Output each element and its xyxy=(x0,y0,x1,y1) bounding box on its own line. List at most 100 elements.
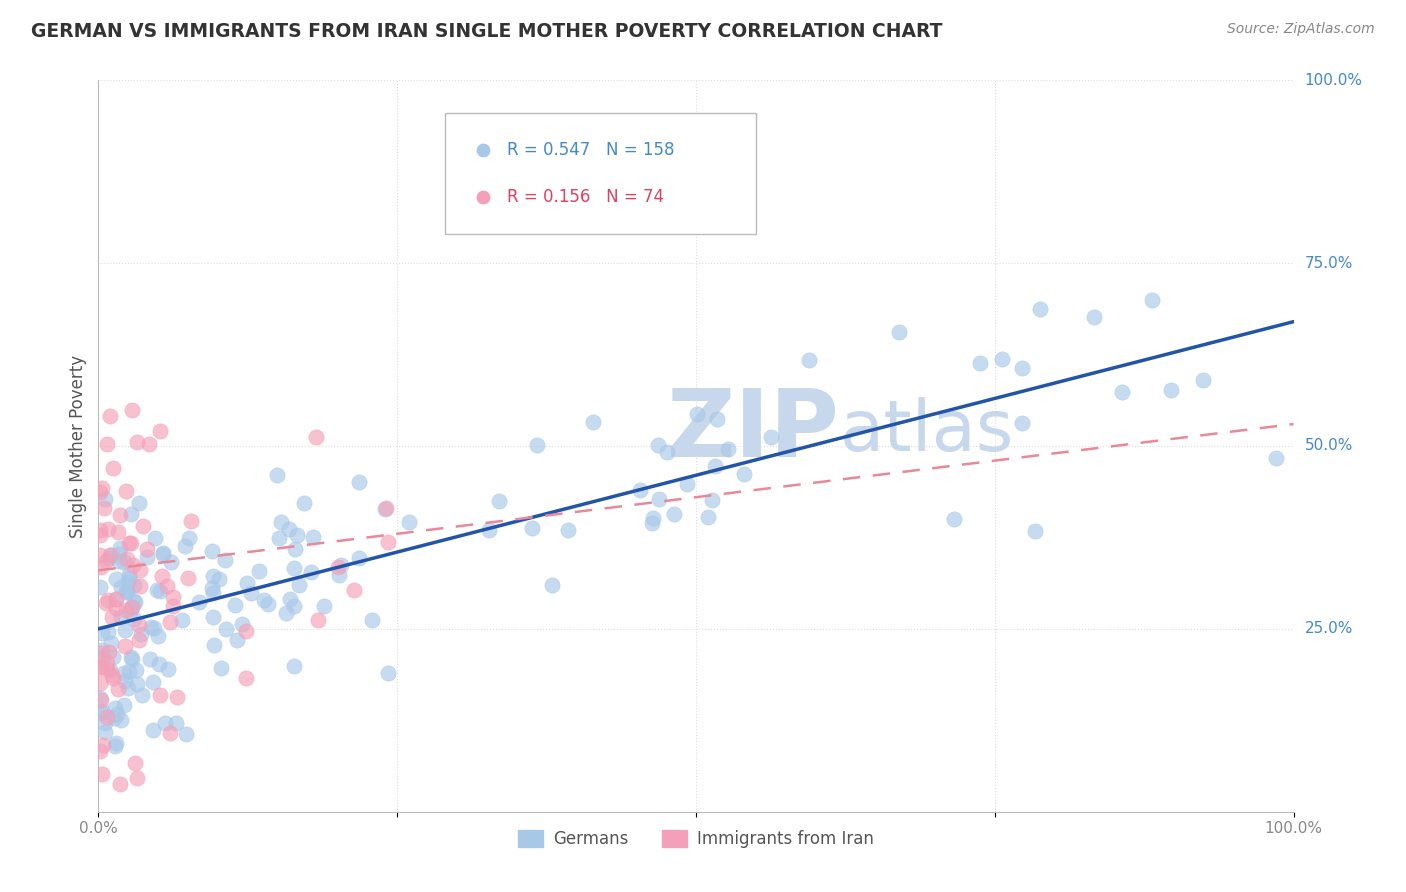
Point xyxy=(557,523,579,537)
Point xyxy=(128,633,150,648)
Point xyxy=(100,635,122,649)
Point xyxy=(107,553,129,567)
Point xyxy=(96,437,118,451)
Point xyxy=(180,514,202,528)
Point xyxy=(117,574,139,589)
Point xyxy=(201,581,224,595)
Point xyxy=(120,536,142,550)
Point xyxy=(235,624,257,639)
Point xyxy=(326,560,349,574)
Point xyxy=(96,662,118,676)
Point xyxy=(108,547,131,561)
Point xyxy=(143,621,166,635)
Point xyxy=(121,600,143,615)
Point xyxy=(478,523,501,537)
Point xyxy=(647,438,669,452)
Point xyxy=(149,583,172,598)
Point xyxy=(990,352,1012,367)
Point xyxy=(628,483,651,498)
Point xyxy=(110,580,132,594)
Point xyxy=(643,511,665,525)
Point xyxy=(283,541,305,556)
Point xyxy=(121,600,143,615)
Y-axis label: Single Mother Poverty: Single Mother Poverty xyxy=(69,354,87,538)
Point xyxy=(361,614,384,628)
Point xyxy=(215,622,238,636)
Point xyxy=(1192,373,1215,387)
Point xyxy=(696,510,718,524)
Point xyxy=(101,671,124,685)
Point xyxy=(647,492,669,507)
Point xyxy=(702,493,724,508)
Point xyxy=(121,558,143,572)
Point xyxy=(347,475,370,489)
Point xyxy=(105,601,128,615)
Point xyxy=(114,483,136,498)
Point xyxy=(142,723,165,737)
Point xyxy=(100,548,122,562)
Point xyxy=(94,715,117,730)
Point xyxy=(105,706,128,721)
Point xyxy=(307,613,329,627)
Point xyxy=(117,681,139,695)
Point xyxy=(117,571,139,585)
Point xyxy=(89,691,111,706)
Point xyxy=(733,467,755,482)
Point xyxy=(202,638,225,652)
Point xyxy=(96,554,118,568)
Point xyxy=(135,542,157,557)
Point xyxy=(640,516,662,531)
Point xyxy=(152,569,174,583)
Point xyxy=(165,715,187,730)
Point xyxy=(285,528,308,542)
Point xyxy=(118,536,141,550)
Point xyxy=(488,494,510,508)
Point xyxy=(91,625,114,640)
Point xyxy=(125,771,148,785)
Point xyxy=(89,528,111,542)
Point xyxy=(122,578,145,592)
Point xyxy=(170,613,193,627)
Point xyxy=(887,326,910,340)
FancyBboxPatch shape xyxy=(446,113,756,234)
Point xyxy=(132,519,155,533)
Point xyxy=(91,767,114,781)
Point xyxy=(89,484,111,499)
Point xyxy=(146,629,169,643)
Point xyxy=(122,612,145,626)
Point xyxy=(152,547,174,561)
Point xyxy=(314,599,336,614)
Point xyxy=(121,651,143,665)
Point xyxy=(101,668,124,682)
Point xyxy=(97,625,120,640)
Point xyxy=(89,743,111,757)
Point xyxy=(98,551,121,566)
Point xyxy=(135,549,157,564)
Point xyxy=(138,652,160,666)
Point xyxy=(129,563,152,577)
Point xyxy=(125,434,148,449)
Text: 75.0%: 75.0% xyxy=(1305,256,1353,270)
Point xyxy=(305,430,328,444)
Point xyxy=(90,706,112,721)
Point xyxy=(124,756,146,770)
Text: GERMAN VS IMMIGRANTS FROM IRAN SINGLE MOTHER POVERTY CORRELATION CHART: GERMAN VS IMMIGRANTS FROM IRAN SINGLE MO… xyxy=(31,22,942,41)
Point xyxy=(267,531,290,545)
Point xyxy=(120,650,142,665)
Point xyxy=(662,507,685,521)
Point xyxy=(377,665,399,680)
Point xyxy=(797,352,820,367)
Point xyxy=(131,688,153,702)
Point xyxy=(91,650,114,665)
Point xyxy=(969,356,991,370)
Point xyxy=(120,605,142,619)
Text: R = 0.156   N = 74: R = 0.156 N = 74 xyxy=(508,188,664,206)
Point xyxy=(129,579,152,593)
Point xyxy=(174,539,197,553)
Point xyxy=(1083,310,1105,324)
Point xyxy=(208,572,231,586)
Point xyxy=(97,592,120,607)
Point xyxy=(115,603,138,617)
Point xyxy=(655,444,678,458)
Point xyxy=(91,738,114,752)
